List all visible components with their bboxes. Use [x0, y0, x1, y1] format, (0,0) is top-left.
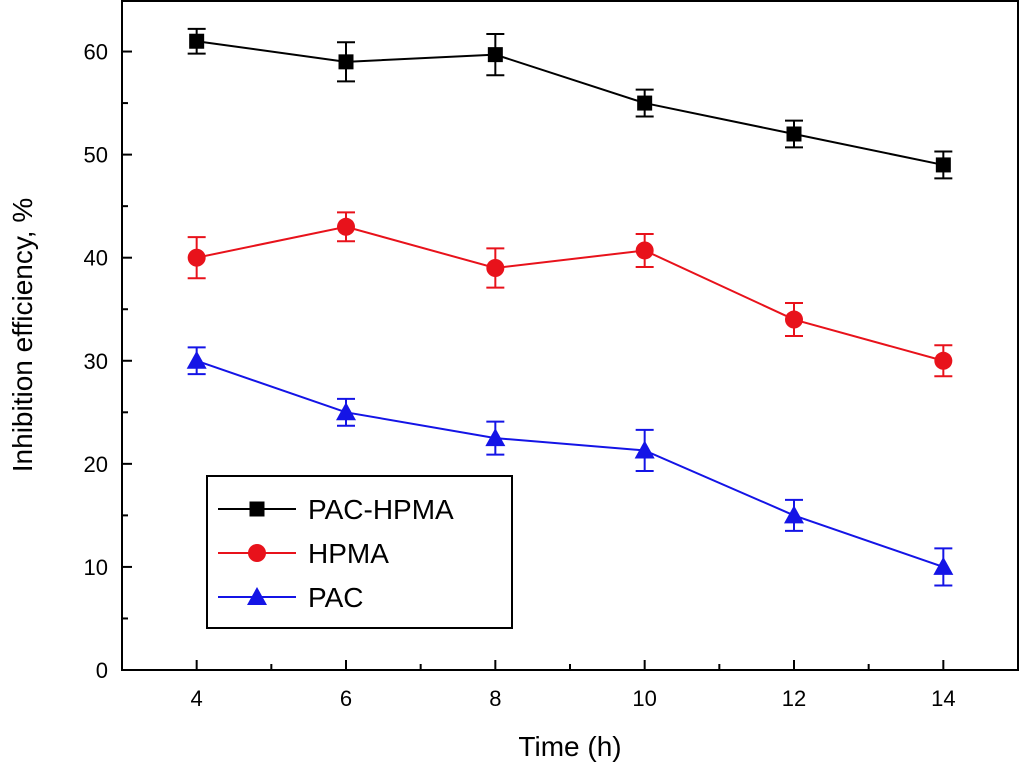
series-line [196, 225, 944, 362]
legend-layer: PAC-HPMA HPMA PAC [206, 475, 513, 629]
data-point [785, 310, 803, 329]
data-point [637, 95, 653, 111]
data-point [336, 402, 356, 421]
y-tick-label: 40 [84, 246, 108, 271]
data-point [186, 350, 207, 369]
legend-label: PAC [308, 582, 364, 613]
x-tick-label: 4 [191, 686, 203, 711]
y-axis-title: Inhibition efficiency, % [7, 198, 38, 472]
series-pac-hpma [187, 27, 953, 180]
series-hpma [187, 211, 953, 378]
data-point [187, 248, 206, 267]
y-tick-label: 50 [84, 143, 108, 168]
x-tick-label: 8 [489, 686, 501, 711]
y-tick-label: 60 [84, 40, 108, 65]
legend-marker [248, 544, 266, 562]
data-point [784, 505, 804, 524]
x-axis-title: Time (h) [518, 731, 621, 762]
data-point [485, 428, 506, 447]
legend-marker [249, 501, 265, 517]
data-point [487, 47, 503, 63]
x-tick-label: 14 [931, 686, 955, 711]
y-tick-label: 30 [84, 349, 108, 374]
series-layer [186, 27, 954, 587]
data-point [337, 217, 355, 236]
series-line [196, 359, 944, 568]
data-point [486, 259, 505, 277]
data-point [635, 241, 654, 260]
data-point [786, 126, 802, 142]
series-line [196, 40, 944, 166]
data-point [338, 54, 354, 70]
legend-label: HPMA [308, 538, 389, 569]
y-tick-label: 20 [84, 452, 108, 477]
data-point [935, 157, 951, 173]
x-tick-label: 10 [632, 686, 656, 711]
x-tick-label: 6 [340, 686, 352, 711]
axes-layer: 0 10 20 30 40 50 60 4 6 8 10 12 14 Time (h) Inhibition… [7, 0, 1019, 762]
y-tick-label: 10 [84, 555, 108, 580]
data-point [934, 351, 953, 370]
series-pac [186, 346, 954, 587]
y-tick-label: 0 [96, 658, 108, 683]
legend-marker [247, 587, 267, 605]
data-point [933, 556, 954, 575]
legend-label: PAC-HPMA [308, 494, 454, 525]
data-point [634, 440, 655, 459]
x-tick-label: 12 [782, 686, 806, 711]
data-point [189, 33, 205, 49]
